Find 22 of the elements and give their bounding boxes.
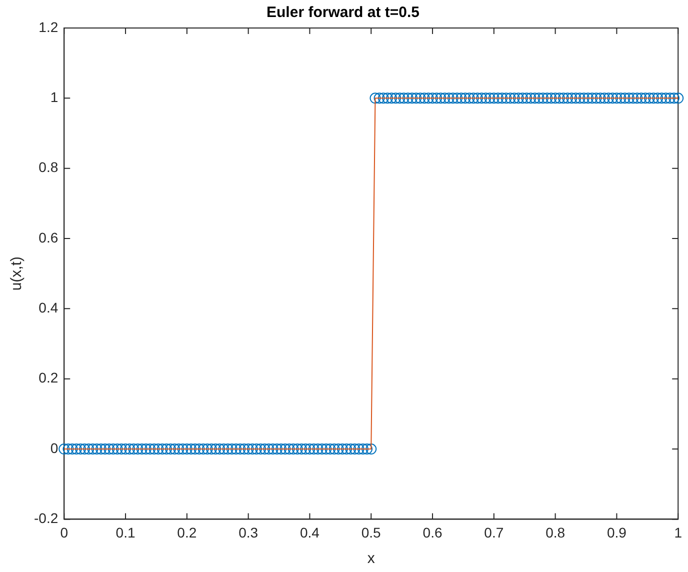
y-tick-label: 0.6: [38, 229, 58, 246]
y-axis-title: u(x,t): [8, 256, 26, 291]
y-tick-label: 0.4: [38, 300, 58, 316]
x-tick-label: 0.1: [116, 524, 136, 540]
x-tick-label: 1: [674, 524, 682, 540]
x-axis-title: x: [367, 550, 376, 568]
y-tick-label: 1: [50, 89, 58, 106]
y-tick-label: 0.8: [38, 159, 58, 176]
x-tick-label: 0.6: [422, 524, 442, 540]
x-tick-label: 0.4: [300, 524, 320, 540]
y-tick-label: 0: [50, 440, 58, 456]
y-tick-label: -0.2: [34, 510, 58, 526]
x-tick-label: 0.7: [484, 524, 504, 540]
x-tick-label: 0.8: [546, 524, 566, 540]
x-tick-label: 0.2: [177, 524, 197, 540]
x-tick-label: 0: [60, 524, 68, 540]
x-tick-label: 0.3: [238, 524, 258, 540]
x-tick-label: 0.5: [361, 524, 382, 540]
x-tick-label: 0.9: [606, 524, 627, 540]
y-tick-label: 1.2: [38, 18, 58, 35]
y-tick-label: 0.2: [38, 370, 58, 386]
chart-title: Euler forward at t=0.5: [266, 4, 420, 22]
